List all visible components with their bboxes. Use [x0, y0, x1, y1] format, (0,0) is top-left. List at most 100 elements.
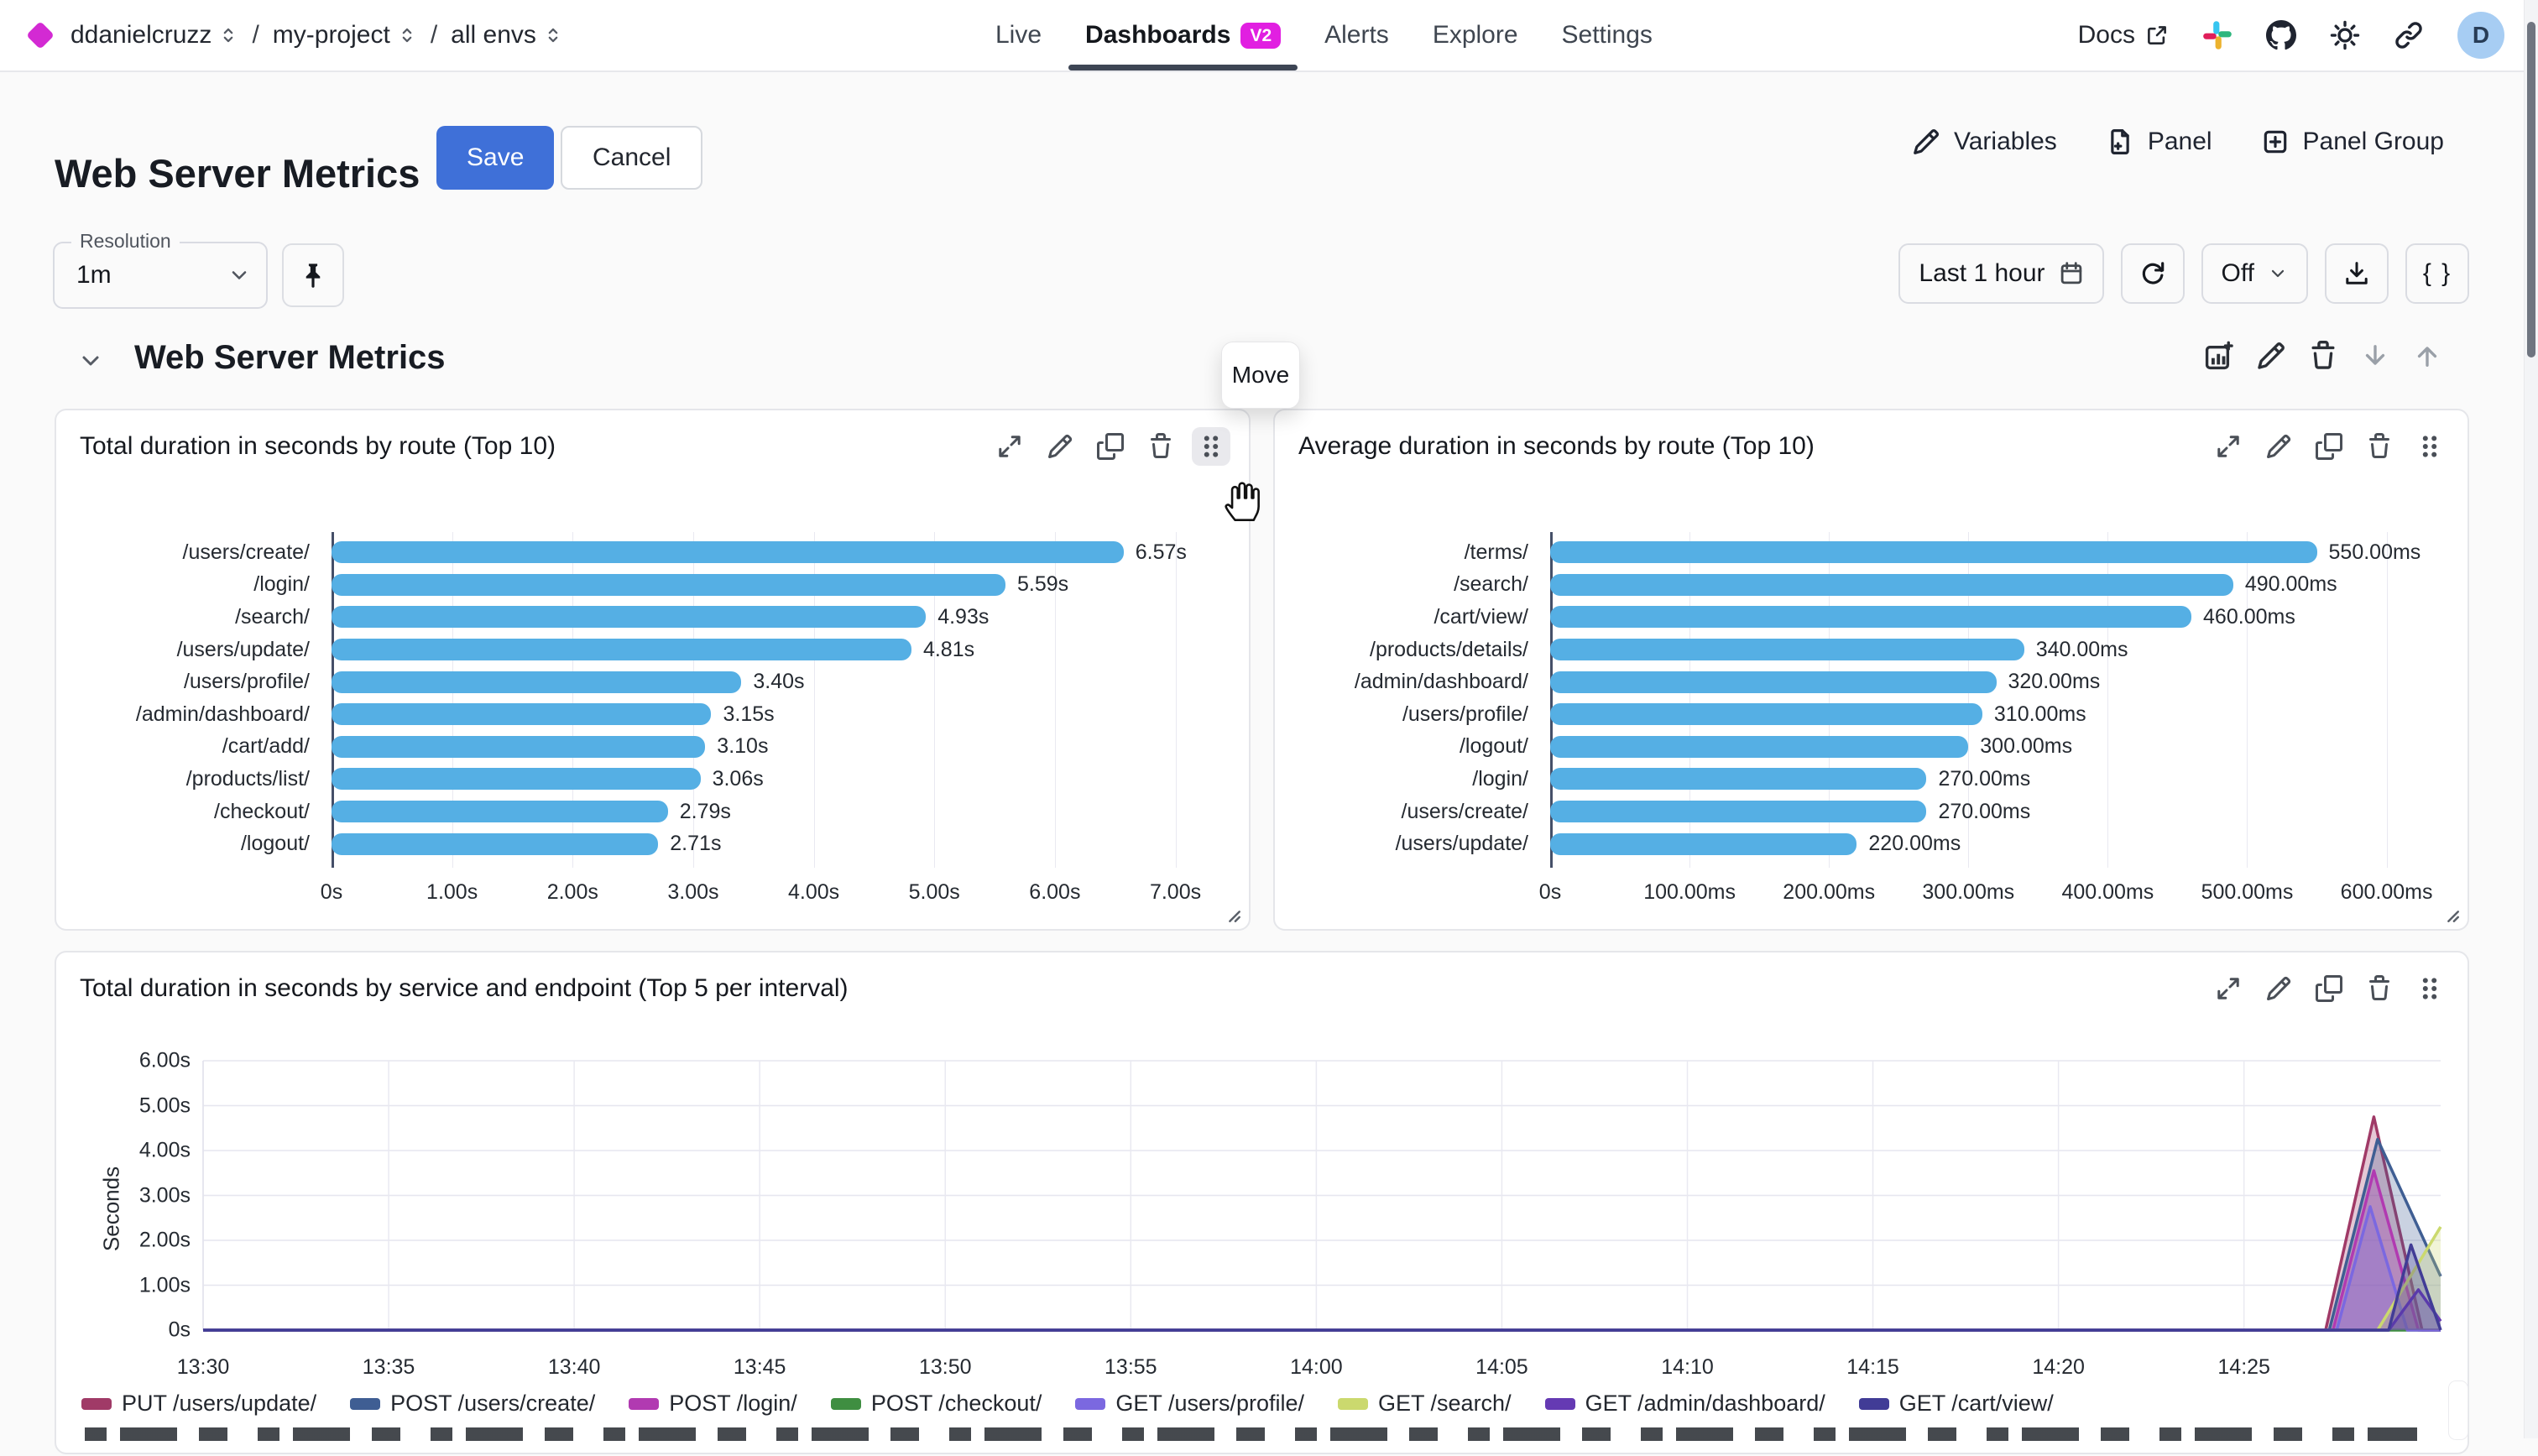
- category-label: /users/update/: [1395, 832, 1528, 856]
- move-down-icon[interactable]: [2360, 341, 2390, 371]
- tab-live[interactable]: Live: [995, 21, 1042, 49]
- resolution-select[interactable]: Resolution 1m: [53, 230, 268, 309]
- json-view-button[interactable]: { }: [2405, 243, 2469, 304]
- auto-refresh-select[interactable]: Off: [2201, 243, 2308, 304]
- legend-swatch: [1858, 1397, 1889, 1410]
- trash-icon[interactable]: [2360, 427, 2399, 466]
- x-axis-tick: 3.00s: [667, 880, 719, 904]
- expand-icon[interactable]: [2209, 969, 2248, 1008]
- add-chart-icon[interactable]: [2204, 341, 2234, 371]
- time-range-button[interactable]: Last 1 hour: [1898, 243, 2104, 304]
- x-axis-tick: 14:00: [1290, 1355, 1343, 1379]
- tab-settings[interactable]: Settings: [1561, 21, 1653, 49]
- legend-label: GET /cart/view/: [1898, 1391, 2054, 1416]
- pencil-icon: [1912, 128, 1940, 156]
- theme-toggle-sun-icon[interactable]: [2330, 20, 2360, 50]
- panel-actions: [990, 427, 1230, 466]
- variables-button[interactable]: Variables: [1912, 128, 2057, 156]
- tab-dashboards[interactable]: Dashboards V2: [1063, 0, 1303, 70]
- y-axis-tick: 0s: [168, 1318, 191, 1342]
- github-icon[interactable]: [2266, 20, 2296, 50]
- docs-link[interactable]: Docs: [2078, 21, 2169, 50]
- bar-row: /logout/300.00ms: [1298, 731, 2442, 764]
- duplicate-icon[interactable]: [2310, 969, 2348, 1008]
- legend-label: POST /users/create/: [390, 1391, 596, 1416]
- legend-item[interactable]: POST /login/: [629, 1391, 797, 1417]
- resize-handle-icon[interactable]: [2439, 902, 2461, 924]
- share-link-icon[interactable]: [2394, 20, 2424, 50]
- y-axis-tick: 5.00s: [138, 1093, 191, 1117]
- pencil-icon[interactable]: [2259, 969, 2298, 1008]
- cancel-button[interactable]: Cancel: [561, 126, 703, 190]
- bar-value-label: 6.57s: [1135, 540, 1187, 564]
- pencil-icon[interactable]: [2259, 427, 2298, 466]
- bar: [1550, 703, 1982, 726]
- expand-icon[interactable]: [990, 427, 1029, 466]
- slack-icon[interactable]: [2202, 20, 2232, 50]
- duplicate-icon[interactable]: [2310, 427, 2348, 466]
- panel-title: Average duration in seconds by route (To…: [1298, 432, 1815, 460]
- refresh-icon: [2138, 259, 2167, 288]
- file-plus-icon: [2106, 128, 2134, 156]
- expand-icon[interactable]: [2209, 427, 2248, 466]
- legend-swatch: [81, 1397, 112, 1410]
- drag-handle-icon[interactable]: [1192, 427, 1230, 466]
- bar-row: /users/create/270.00ms: [1298, 796, 2442, 828]
- legend-item[interactable]: GET /users/profile/: [1075, 1391, 1304, 1417]
- trash-icon[interactable]: [1141, 427, 1180, 466]
- trash-icon[interactable]: [2308, 341, 2338, 371]
- y-axis-tick: 1.00s: [138, 1273, 191, 1297]
- pencil-icon[interactable]: [2256, 341, 2286, 371]
- pin-icon: [299, 261, 327, 290]
- mini-scrollbar[interactable]: [2448, 1380, 2468, 1440]
- page-scrollbar-thumb[interactable]: [2527, 22, 2535, 357]
- collapse-chevron-icon[interactable]: [77, 347, 104, 374]
- add-panel-group-button[interactable]: Panel Group: [2261, 128, 2444, 156]
- download-button[interactable]: [2325, 243, 2389, 304]
- move-up-icon[interactable]: [2412, 341, 2442, 371]
- tab-alerts[interactable]: Alerts: [1324, 21, 1389, 49]
- save-button[interactable]: Save: [436, 126, 555, 190]
- pin-button[interactable]: [282, 243, 344, 307]
- add-panel-button[interactable]: Panel: [2106, 128, 2212, 156]
- drag-handle-icon[interactable]: [2410, 427, 2449, 466]
- x-axis-tick: 1.00s: [426, 880, 478, 904]
- legend-item[interactable]: GET /admin/dashboard/: [1544, 1391, 1825, 1417]
- legend-item[interactable]: GET /cart/view/: [1858, 1391, 2054, 1417]
- bar: [332, 639, 911, 661]
- legend-item[interactable]: PUT /users/update/: [81, 1391, 316, 1417]
- chevron-updown-icon: [218, 25, 238, 45]
- drag-handle-icon[interactable]: [2410, 969, 2449, 1008]
- legend-swatch: [350, 1397, 381, 1410]
- category-label: /users/update/: [176, 637, 310, 661]
- category-label: /admin/dashboard/: [135, 702, 310, 726]
- breadcrumb-project-selector[interactable]: my-project: [273, 21, 417, 50]
- bar-chart-total-duration: /users/create/6.57s/login/5.59s/search/4…: [56, 410, 1249, 929]
- category-label: /terms/: [1464, 540, 1528, 564]
- legend-item[interactable]: POST /checkout/: [830, 1391, 1042, 1417]
- breadcrumb-env-selector[interactable]: all envs: [451, 21, 563, 50]
- chart-legend: PUT /users/update/POST /users/create/POS…: [81, 1391, 2417, 1417]
- pencil-icon[interactable]: [1041, 427, 1079, 466]
- top-navigation-bar: ddanielcruzz / my-project / all envs Liv…: [0, 0, 2538, 72]
- bar-value-label: 270.00ms: [1938, 766, 2031, 791]
- refresh-button[interactable]: [2120, 243, 2185, 304]
- resize-handle-icon[interactable]: [1220, 902, 1242, 924]
- chevron-down-icon: [2268, 264, 2288, 284]
- user-avatar[interactable]: D: [2457, 12, 2504, 59]
- category-label: /logout/: [240, 832, 310, 856]
- panel-group-actions: [2204, 341, 2442, 371]
- x-axis-tick: 13:50: [918, 1355, 972, 1379]
- y-axis-tick: 2.00s: [138, 1228, 191, 1252]
- duplicate-icon[interactable]: [1091, 427, 1130, 466]
- breadcrumb-org-selector[interactable]: ddanielcruzz: [70, 21, 238, 50]
- page-title: Web Server Metrics: [55, 151, 420, 196]
- legend-item[interactable]: GET /search/: [1338, 1391, 1512, 1417]
- bar: [332, 735, 706, 758]
- legend-item[interactable]: POST /users/create/: [350, 1391, 595, 1417]
- tab-explore[interactable]: Explore: [1432, 21, 1518, 49]
- category-label: /search/: [235, 604, 310, 629]
- category-label: /products/details/: [1370, 637, 1528, 661]
- trash-icon[interactable]: [2360, 969, 2399, 1008]
- x-axis-tick: 14:05: [1475, 1355, 1528, 1379]
